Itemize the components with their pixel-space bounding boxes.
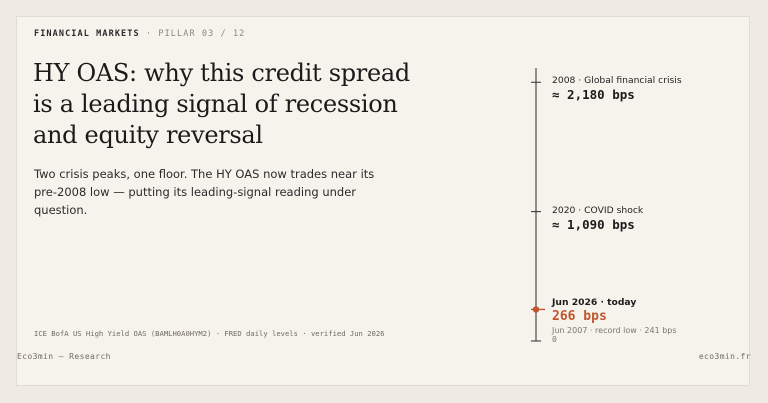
eyebrow-separator: · <box>145 29 153 39</box>
today-caption: Jun 2026 · today <box>552 297 637 309</box>
marker-caption: 2008 · Global financial crisis <box>552 75 682 87</box>
footer-brand: Eco3min — Research <box>17 352 111 361</box>
scale-marker: 2008 · Global financial crisis ≈ 2,180 bp… <box>552 75 682 102</box>
marker-caption: 2020 · COVID shock <box>552 204 644 216</box>
lede-text: Two crisis peaks, one floor. The HY OAS … <box>34 167 375 217</box>
page-title: HY OAS: why this credit spread is a lead… <box>33 59 410 149</box>
footer-site[interactable]: eco3min.fr <box>698 352 751 361</box>
marker-value: ≈ 2,180 bps <box>552 87 635 103</box>
scale-marker: 2020 · COVID shock ≈ 1,090 bps <box>552 205 643 232</box>
pillar-label: PILLAR 03 / 12 <box>158 29 246 39</box>
marker-value: ≈ 1,090 bps <box>552 216 635 232</box>
axis-zero-label: 0 <box>552 335 557 344</box>
today-marker: Jun 2026 · today 266 bps Jun 2007 · record… <box>552 297 677 335</box>
today-value: 266 bps <box>552 309 607 325</box>
record-low-note: Jun 2007 · record low · 241 bps <box>552 326 677 336</box>
eyebrow: FINANCIAL MARKETS · PILLAR 03 / 12 <box>34 29 245 39</box>
card <box>16 16 750 386</box>
source-note: ICE BofA US High Yield OAS (BAMLH0A0HYM2… <box>34 329 385 338</box>
today-dot <box>532 306 540 313</box>
section-label: FINANCIAL MARKETS <box>34 29 140 39</box>
